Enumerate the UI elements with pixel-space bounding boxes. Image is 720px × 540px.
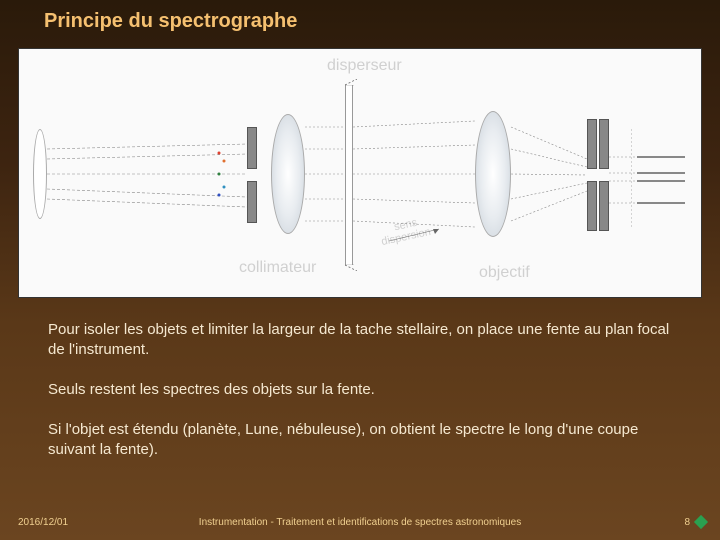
next-slide-icon[interactable] [694, 515, 708, 529]
footer-date: 2016/12/01 [18, 517, 68, 528]
spectrograph-diagram: disperseur collimateur objectif sens dis… [18, 48, 702, 298]
footer-page-number: 8 [684, 517, 690, 528]
paragraph-3: Si l'objet est étendu (planète, Lune, né… [48, 420, 672, 461]
paragraph-1: Pour isoler les objets et limiter la lar… [48, 320, 672, 361]
paragraph-2: Seuls restent les spectres des objets su… [48, 380, 672, 400]
ray-trace [19, 49, 703, 299]
footer-title: Instrumentation - Traitement et identifi… [199, 517, 521, 528]
slide-title: Principe du spectrographe [44, 10, 297, 33]
slide-footer: 2016/12/01 Instrumentation - Traitement … [0, 512, 720, 532]
